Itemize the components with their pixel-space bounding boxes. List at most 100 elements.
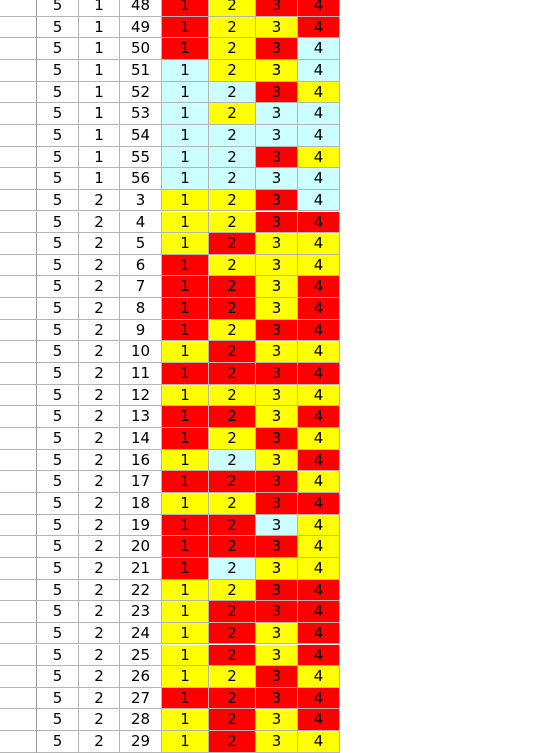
cell-c[interactable]: 51	[120, 59, 162, 82]
cell-a[interactable]: 5	[37, 687, 79, 710]
row-header[interactable]	[0, 103, 37, 125]
cell-b[interactable]: 1	[79, 146, 120, 169]
cell-c[interactable]: 13	[120, 406, 162, 428]
color-cell-4[interactable]: 4	[298, 233, 340, 255]
color-cell-3[interactable]: 3	[256, 363, 298, 385]
cell-c[interactable]: 52	[120, 81, 162, 104]
color-cell-1[interactable]: 1	[162, 0, 209, 17]
color-cell-2[interactable]: 2	[209, 254, 256, 277]
color-cell-1[interactable]: 1	[162, 124, 209, 147]
color-cell-1[interactable]: 1	[162, 536, 209, 558]
cell-b[interactable]: 2	[79, 233, 120, 255]
color-cell-4[interactable]: 4	[298, 514, 340, 537]
cell-a[interactable]: 5	[37, 557, 79, 580]
color-cell-3[interactable]: 3	[256, 709, 298, 732]
cell-a[interactable]: 5	[37, 384, 79, 407]
cell-a[interactable]: 5	[37, 319, 79, 342]
color-cell-1[interactable]: 1	[162, 384, 209, 407]
color-cell-1[interactable]: 1	[162, 579, 209, 602]
color-cell-1[interactable]: 1	[162, 622, 209, 645]
cell-b[interactable]: 2	[79, 449, 120, 472]
color-cell-4[interactable]: 4	[298, 709, 340, 732]
cell-b[interactable]: 2	[79, 319, 120, 342]
color-cell-1[interactable]: 1	[162, 254, 209, 277]
color-cell-1[interactable]: 1	[162, 189, 209, 212]
cell-b[interactable]: 2	[79, 557, 120, 580]
row-header[interactable]	[0, 211, 37, 234]
color-cell-3[interactable]: 3	[256, 731, 298, 753]
color-cell-1[interactable]: 1	[162, 687, 209, 710]
color-cell-4[interactable]: 4	[298, 687, 340, 710]
color-cell-2[interactable]: 2	[209, 103, 256, 125]
color-cell-1[interactable]: 1	[162, 731, 209, 753]
cell-a[interactable]: 5	[37, 471, 79, 493]
cell-b[interactable]: 2	[79, 276, 120, 299]
row-header[interactable]	[0, 557, 37, 580]
color-cell-4[interactable]: 4	[298, 81, 340, 104]
color-cell-3[interactable]: 3	[256, 189, 298, 212]
color-cell-2[interactable]: 2	[209, 536, 256, 558]
color-cell-4[interactable]: 4	[298, 471, 340, 493]
color-cell-2[interactable]: 2	[209, 709, 256, 732]
row-header[interactable]	[0, 384, 37, 407]
cell-c[interactable]: 27	[120, 687, 162, 710]
cell-c[interactable]: 21	[120, 557, 162, 580]
color-cell-4[interactable]: 4	[298, 622, 340, 645]
color-cell-1[interactable]: 1	[162, 363, 209, 385]
color-cell-2[interactable]: 2	[209, 16, 256, 39]
row-header[interactable]	[0, 0, 37, 17]
color-cell-2[interactable]: 2	[209, 384, 256, 407]
cell-a[interactable]: 5	[37, 449, 79, 472]
cell-a[interactable]: 5	[37, 189, 79, 212]
color-cell-1[interactable]: 1	[162, 59, 209, 82]
color-cell-2[interactable]: 2	[209, 687, 256, 710]
row-header[interactable]	[0, 731, 37, 753]
color-cell-2[interactable]: 2	[209, 59, 256, 82]
cell-a[interactable]: 5	[37, 406, 79, 428]
cell-a[interactable]: 5	[37, 298, 79, 320]
color-cell-3[interactable]: 3	[256, 0, 298, 17]
color-cell-4[interactable]: 4	[298, 406, 340, 428]
row-header[interactable]	[0, 124, 37, 147]
cell-b[interactable]: 2	[79, 536, 120, 558]
cell-c[interactable]: 5	[120, 233, 162, 255]
cell-c[interactable]: 49	[120, 16, 162, 39]
color-cell-4[interactable]: 4	[298, 579, 340, 602]
color-cell-1[interactable]: 1	[162, 81, 209, 104]
cell-b[interactable]: 2	[79, 492, 120, 515]
cell-a[interactable]: 5	[37, 622, 79, 645]
color-cell-2[interactable]: 2	[209, 124, 256, 147]
color-cell-2[interactable]: 2	[209, 579, 256, 602]
row-header[interactable]	[0, 341, 37, 364]
color-cell-2[interactable]: 2	[209, 211, 256, 234]
cell-a[interactable]: 5	[37, 233, 79, 255]
cell-a[interactable]: 5	[37, 514, 79, 537]
row-header[interactable]	[0, 298, 37, 320]
color-cell-4[interactable]: 4	[298, 601, 340, 623]
color-cell-2[interactable]: 2	[209, 731, 256, 753]
cell-c[interactable]: 3	[120, 189, 162, 212]
color-cell-1[interactable]: 1	[162, 319, 209, 342]
row-header[interactable]	[0, 406, 37, 428]
color-cell-1[interactable]: 1	[162, 666, 209, 688]
color-cell-2[interactable]: 2	[209, 644, 256, 667]
cell-c[interactable]: 18	[120, 492, 162, 515]
color-cell-2[interactable]: 2	[209, 492, 256, 515]
row-header[interactable]	[0, 514, 37, 537]
cell-b[interactable]: 1	[79, 103, 120, 125]
color-cell-2[interactable]: 2	[209, 189, 256, 212]
cell-b[interactable]: 2	[79, 731, 120, 753]
color-cell-3[interactable]: 3	[256, 406, 298, 428]
color-cell-4[interactable]: 4	[298, 168, 340, 190]
color-cell-4[interactable]: 4	[298, 731, 340, 753]
cell-a[interactable]: 5	[37, 16, 79, 39]
color-cell-3[interactable]: 3	[256, 233, 298, 255]
row-header[interactable]	[0, 363, 37, 385]
cell-c[interactable]: 26	[120, 666, 162, 688]
cell-c[interactable]: 9	[120, 319, 162, 342]
cell-c[interactable]: 29	[120, 731, 162, 753]
row-header[interactable]	[0, 59, 37, 82]
color-cell-4[interactable]: 4	[298, 16, 340, 39]
cell-b[interactable]: 1	[79, 124, 120, 147]
color-cell-4[interactable]: 4	[298, 319, 340, 342]
